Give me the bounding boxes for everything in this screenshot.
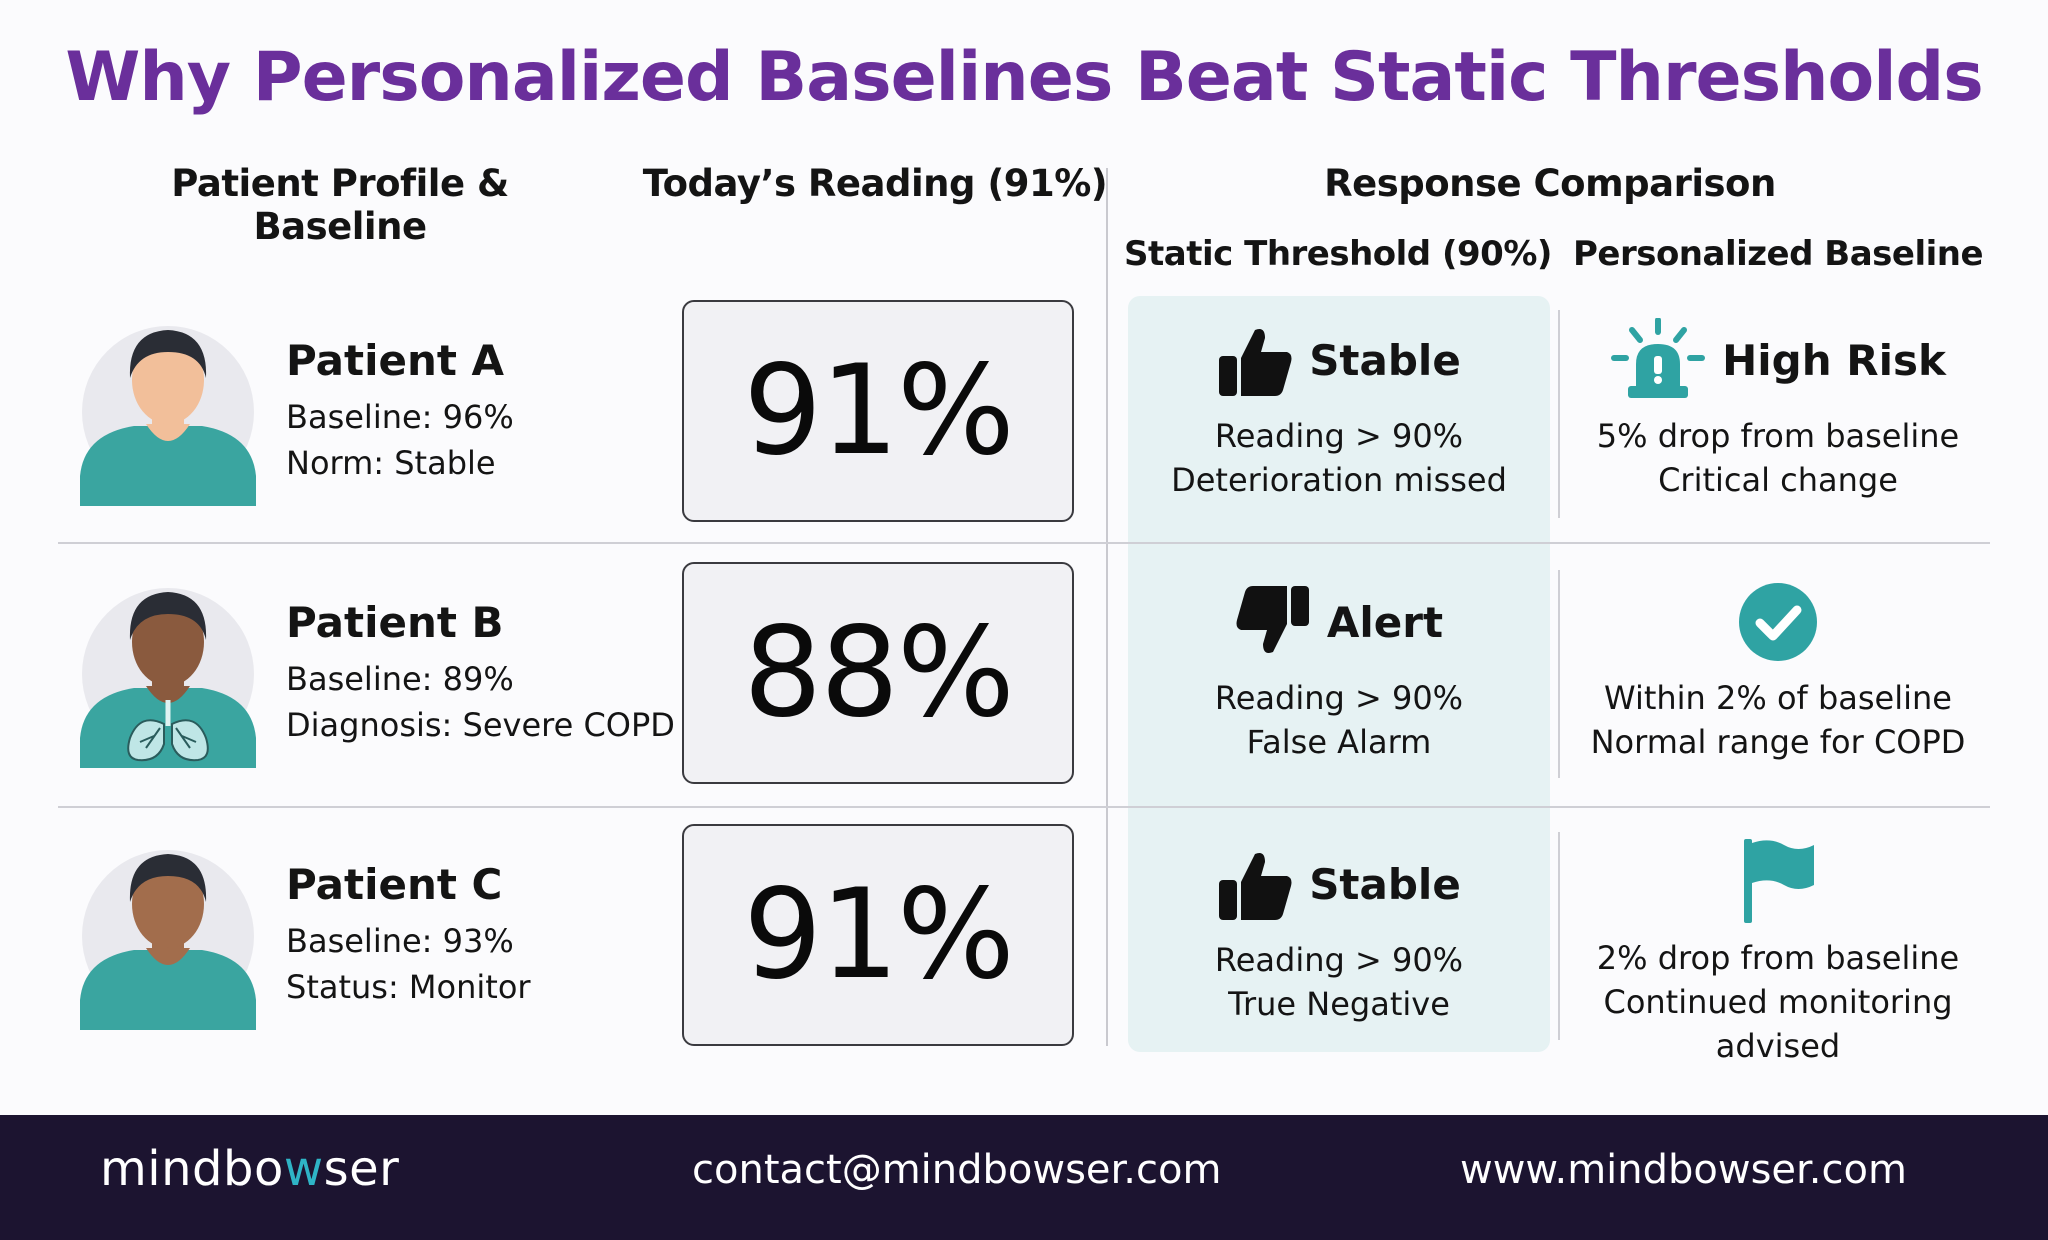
patient-b-reading-box: 88% (682, 562, 1074, 784)
patient-b-static-line1: Reading > 90% (1214, 679, 1464, 717)
patient-b-diagnosis: Diagnosis: Severe COPD (286, 706, 675, 744)
patient-a-personal-response: High Risk 5% drop from baseline Critical… (1560, 318, 1996, 502)
patient-b-static-line2: False Alarm (1246, 723, 1432, 761)
patient-b-static-label: Alert (1326, 597, 1444, 647)
footer: mindbowser contact@mindbowser.com www.mi… (0, 1115, 2048, 1240)
patient-c-avatar (80, 840, 256, 1030)
patient-b-baseline: Baseline: 89% (286, 660, 514, 698)
patient-c-name: Patient C (286, 860, 503, 909)
response-separator (1558, 832, 1560, 1040)
patient-a-static-response: Stable Reading > 90% Deterioration misse… (1128, 318, 1550, 502)
column-header-profile: Patient Profile & Baseline (171, 162, 509, 248)
patient-c-personal-line3: advised (1715, 1027, 1841, 1065)
patient-c-static-label: Stable (1309, 859, 1461, 909)
patient-b-reading: 88% (743, 601, 1015, 745)
patient-b-name: Patient B (286, 598, 504, 647)
patient-a-baseline: Baseline: 96% (286, 398, 514, 436)
column-header-reading: Today’s Reading (91%) (642, 162, 1108, 205)
patient-c-reading: 91% (743, 863, 1015, 1007)
page-title: Why Personalized Baselines Beat Static T… (65, 38, 1983, 117)
patient-c-reading-box: 91% (682, 824, 1074, 1046)
patient-c-personal-line1: 2% drop from baseline (1596, 939, 1960, 977)
thumbs-up-icon (1219, 329, 1292, 396)
patient-c-static-line1: Reading > 90% (1214, 941, 1464, 979)
contact-email-link[interactable]: contact@mindbowser.com (692, 1147, 1222, 1193)
website-link[interactable]: www.mindbowser.com (1460, 1147, 1907, 1193)
response-separator (1558, 310, 1560, 518)
logo-text-accent: w (283, 1141, 324, 1197)
patient-a-reading-box: 91% (682, 300, 1074, 522)
patient-c-baseline: Baseline: 93% (286, 922, 514, 960)
static-threshold-column-background (1128, 296, 1550, 1052)
response-separator (1558, 570, 1560, 778)
patient-c-personal-line2: Continued monitoring (1603, 983, 1953, 1021)
patient-b-personal-response: Within 2% of baseline Normal range for C… (1560, 580, 1996, 764)
mindbowser-logo[interactable]: mindbowser (100, 1141, 399, 1197)
patient-a-static-line1: Reading > 90% (1214, 417, 1464, 455)
patient-c-static-response: Stable Reading > 90% True Negative (1128, 842, 1550, 1026)
patient-b-static-response: Alert Reading > 90% False Alarm (1128, 580, 1550, 764)
patient-a-personal-line2: Critical change (1658, 461, 1898, 499)
alarm-siren-icon (1611, 318, 1706, 398)
patient-a-name: Patient A (286, 336, 505, 385)
subheader-static-threshold: Static Threshold (90%) (1124, 234, 1552, 274)
patient-c-status: Status: Monitor (286, 968, 531, 1006)
row-divider (58, 806, 1990, 808)
patient-b-personal-line2: Normal range for COPD (1590, 723, 1966, 761)
patient-a-norm: Norm: Stable (286, 444, 496, 482)
patient-a-reading: 91% (743, 339, 1015, 483)
column-divider (1106, 168, 1108, 1046)
patient-b-personal-line1: Within 2% of baseline (1604, 679, 1952, 717)
patient-a-static-line2: Deterioration missed (1171, 461, 1507, 499)
logo-text-end: ser (323, 1141, 400, 1197)
subheader-personalized-baseline: Personalized Baseline (1572, 234, 1984, 274)
thumbs-down-icon (1236, 586, 1309, 653)
row-divider (58, 542, 1990, 544)
column-header-response: Response Comparison (1324, 162, 1776, 205)
thumbs-up-icon (1219, 853, 1292, 920)
logo-text-start: mindbo (100, 1141, 284, 1197)
patient-c-static-line2: True Negative (1228, 985, 1450, 1023)
check-circle-icon (1739, 583, 1817, 661)
patient-b-avatar (80, 578, 256, 768)
patient-a-personal-label: High Risk (1722, 335, 1946, 385)
patient-c-personal-response: 2% drop from baseline Continued monitori… (1560, 836, 1996, 1068)
patient-a-personal-line1: 5% drop from baseline (1596, 417, 1960, 455)
patient-a-static-label: Stable (1309, 335, 1461, 385)
patient-a-avatar (80, 316, 256, 506)
flag-icon (1744, 839, 1814, 923)
